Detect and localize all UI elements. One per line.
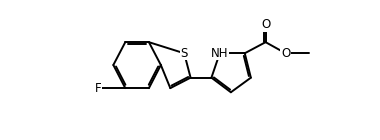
Text: F: F: [95, 82, 102, 95]
Text: O: O: [261, 18, 270, 31]
Text: O: O: [281, 47, 290, 60]
Text: NH: NH: [211, 47, 228, 60]
Text: S: S: [180, 47, 188, 60]
